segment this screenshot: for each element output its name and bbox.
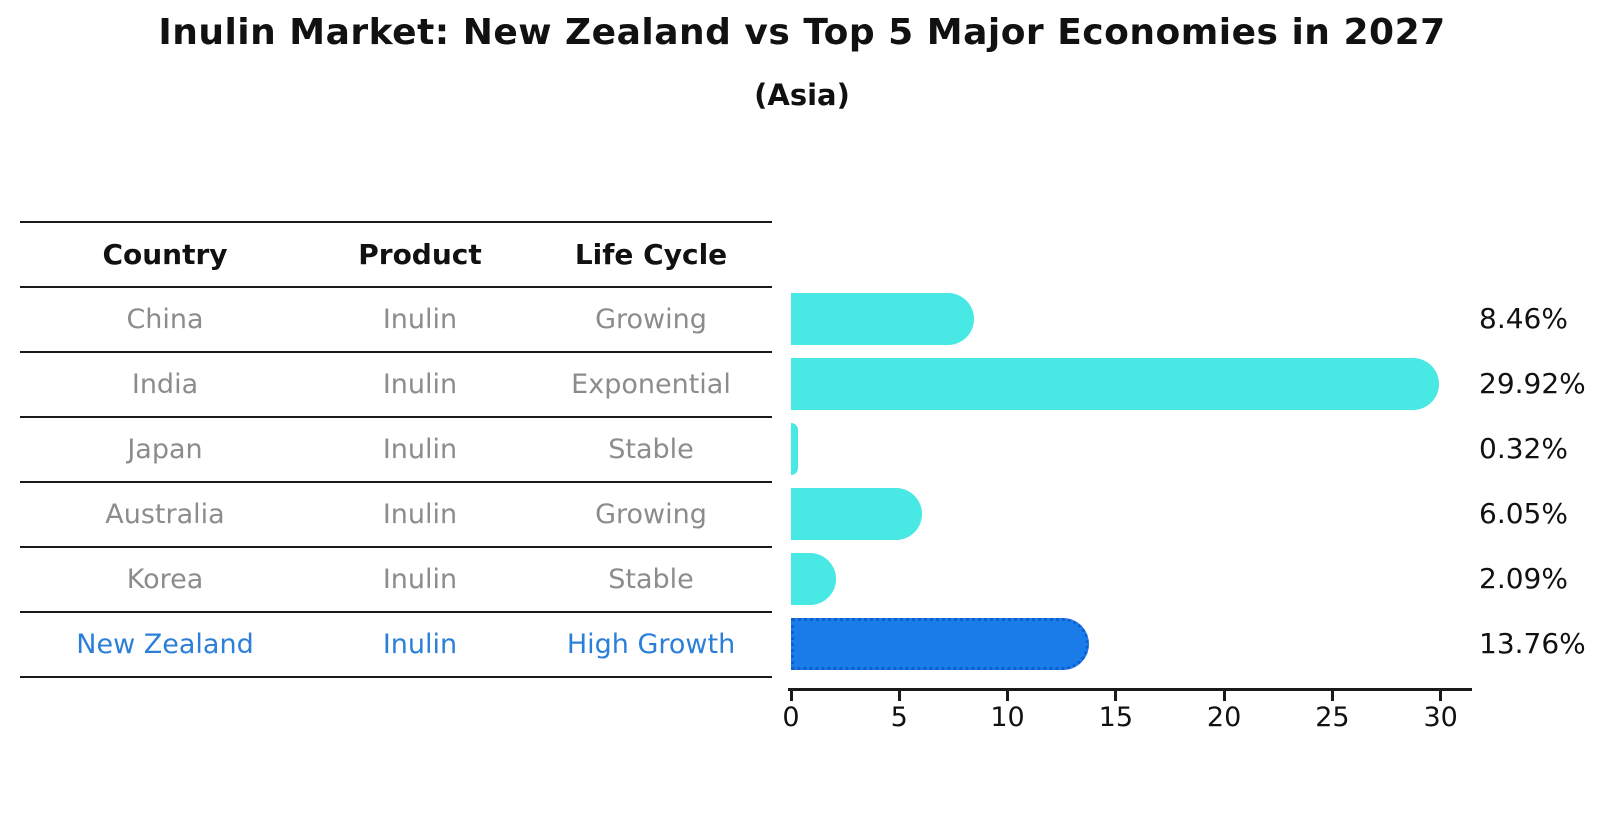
value-label-new-zealand: 13.76% xyxy=(1479,626,1586,660)
chart-title: Inulin Market: New Zealand vs Top 5 Majo… xyxy=(158,12,1446,53)
header-life-cycle: Life Cycle xyxy=(530,221,772,287)
x-tick-mark-15 xyxy=(1114,691,1118,701)
table-row-new-zealand: New Zealand Inulin High Growth xyxy=(20,611,772,678)
cell-life-cycle: Stable xyxy=(530,416,772,482)
x-tick-mark-25 xyxy=(1330,691,1334,701)
cell-product: Inulin xyxy=(310,481,530,547)
header-country: Country xyxy=(20,221,310,287)
cell-life-cycle: High Growth xyxy=(530,611,772,678)
bar-korea xyxy=(791,552,837,605)
bar-new-zealand xyxy=(791,617,1089,670)
cell-country: China xyxy=(20,286,310,352)
x-tick-mark-30 xyxy=(1439,691,1443,701)
header-product: Product xyxy=(310,221,530,287)
cell-country: India xyxy=(20,351,310,417)
bar-australia xyxy=(791,487,923,540)
bar-japan xyxy=(791,422,798,475)
cell-country: Australia xyxy=(20,481,310,547)
x-tick-label-0: 0 xyxy=(782,702,800,733)
x-tick-label-5: 5 xyxy=(890,702,908,733)
bar-china xyxy=(791,292,975,345)
cell-product: Inulin xyxy=(310,416,530,482)
x-tick-label-30: 30 xyxy=(1423,702,1458,733)
x-tick-mark-5 xyxy=(897,691,901,701)
x-tick-mark-10 xyxy=(1006,691,1010,701)
cell-product: Inulin xyxy=(310,611,530,678)
cell-life-cycle: Growing xyxy=(530,481,772,547)
cell-life-cycle: Growing xyxy=(530,286,772,352)
cell-country: Japan xyxy=(20,416,310,482)
cell-life-cycle: Exponential xyxy=(530,351,772,417)
table-row-china: China Inulin Growing xyxy=(20,286,772,352)
cell-product: Inulin xyxy=(310,351,530,417)
table-row-india: India Inulin Exponential xyxy=(20,351,772,417)
cell-product: Inulin xyxy=(310,546,530,612)
x-tick-mark-0 xyxy=(789,691,793,701)
x-tick-label-20: 20 xyxy=(1206,702,1242,733)
country-table: Country Product Life Cycle China Inulin … xyxy=(20,221,772,678)
x-tick-mark-20 xyxy=(1222,691,1226,701)
table-row-australia: Australia Inulin Growing xyxy=(20,481,772,547)
cell-life-cycle: Stable xyxy=(530,546,772,612)
x-axis-line xyxy=(788,688,1472,691)
table-header-row: Country Product Life Cycle xyxy=(20,221,772,287)
value-label-korea: 2.09% xyxy=(1479,561,1568,595)
cell-country: New Zealand xyxy=(20,611,310,678)
cell-country: Korea xyxy=(20,546,310,612)
value-label-japan: 0.32% xyxy=(1479,431,1568,465)
chart-subtitle: (Asia) xyxy=(754,78,850,112)
bar-india xyxy=(791,357,1439,410)
cell-product: Inulin xyxy=(310,286,530,352)
value-label-australia: 6.05% xyxy=(1479,496,1568,530)
table-row-korea: Korea Inulin Stable xyxy=(20,546,772,612)
x-tick-label-25: 25 xyxy=(1315,702,1350,733)
table-row-japan: Japan Inulin Stable xyxy=(20,416,772,482)
value-label-china: 8.46% xyxy=(1479,301,1568,335)
x-tick-label-10: 10 xyxy=(990,702,1025,733)
value-label-india: 29.92% xyxy=(1479,366,1586,400)
x-tick-label-15: 15 xyxy=(1098,702,1133,733)
